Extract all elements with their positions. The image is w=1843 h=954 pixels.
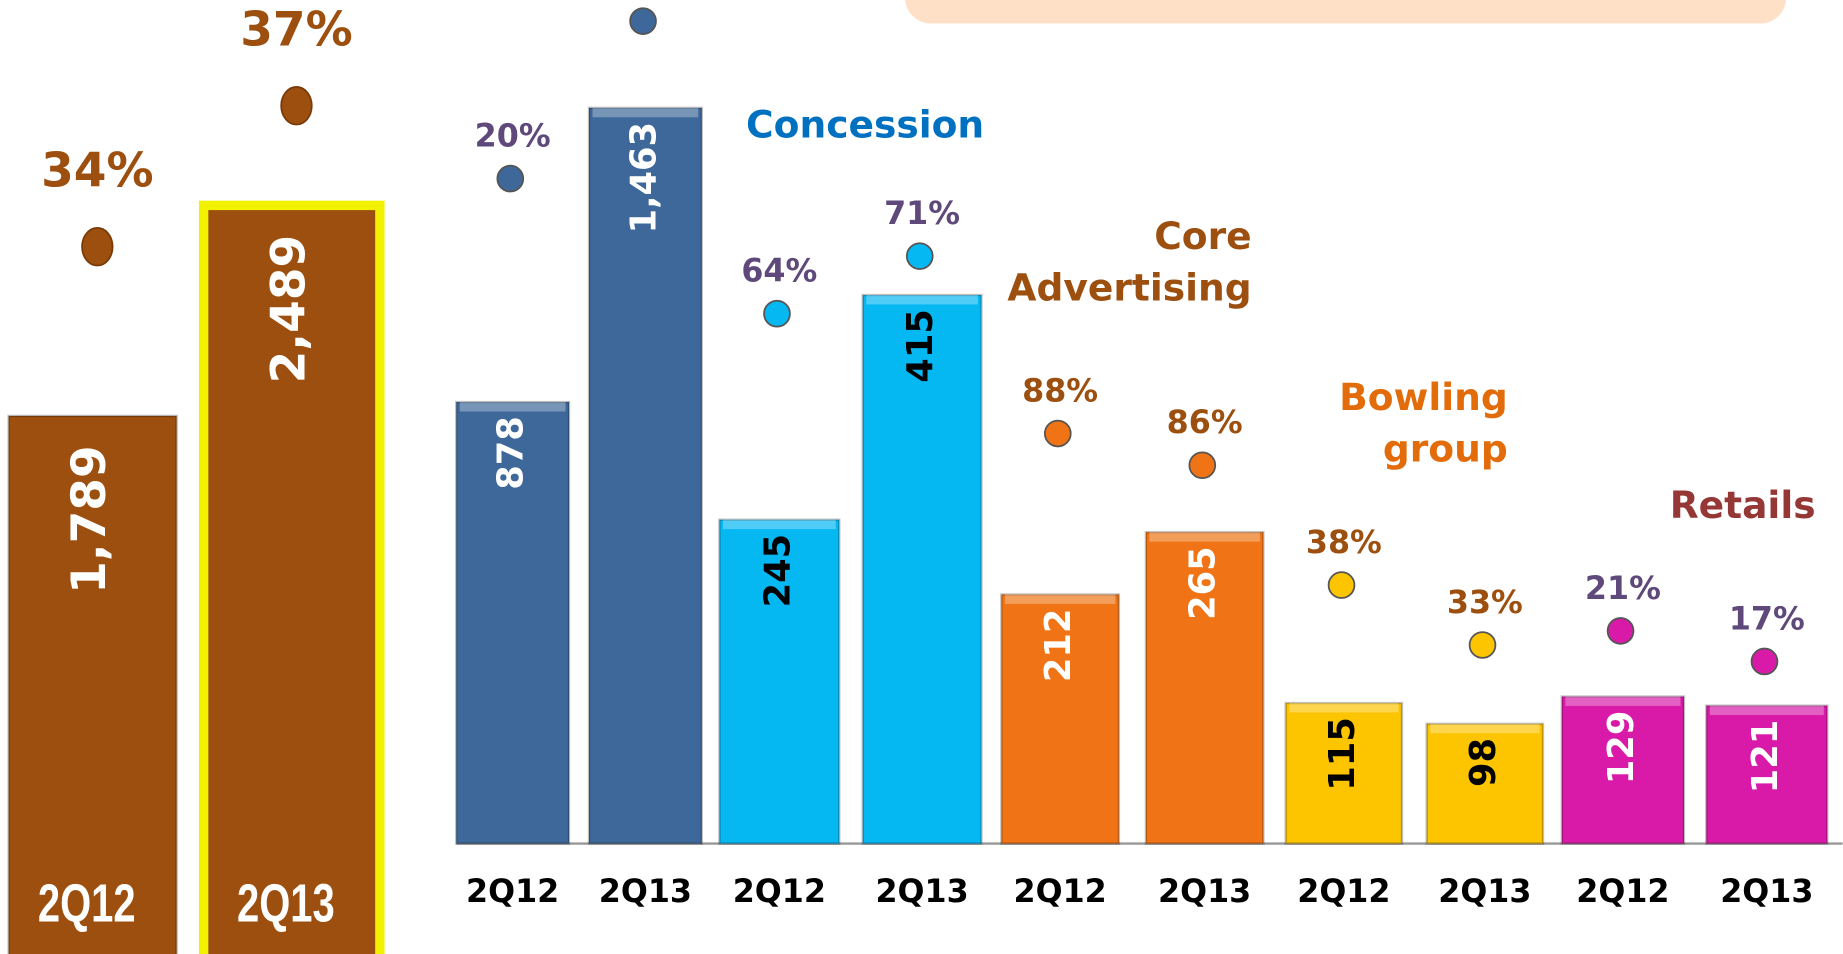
total-bar [7,414,178,954]
bar [1144,531,1265,845]
total-bar [198,200,385,954]
share-dot [629,7,657,35]
group-name: Core [1154,214,1251,258]
bar-highlight [1565,696,1681,706]
x-tick-label: 2Q13 [875,874,968,910]
bar-highlight [1430,723,1540,734]
bar [587,106,703,845]
value-label: 265 [1183,546,1224,620]
group-name: Advertising [1007,266,1251,310]
x-tick-label: 2Q13 [237,874,335,934]
value-label: 1,789 [62,445,117,594]
share-dot [1468,631,1497,659]
share-dot [496,164,525,193]
value-label: 878 [491,416,532,490]
share-label: 71% [884,196,960,232]
value-label: 129 [1601,711,1642,785]
share-label: 88% [1022,373,1098,409]
value-label: 98 [1463,738,1504,787]
bar-highlight [1709,705,1824,716]
x-tick-label: 2Q13 [1720,874,1813,910]
bar-highlight [1149,532,1260,542]
share-label: 37% [240,2,352,57]
bar-highlight [866,295,978,305]
group-name: group [1383,427,1508,471]
share-label: 38% [1306,525,1382,561]
bar [718,518,841,845]
bar [1425,722,1545,845]
share-dot [1327,571,1356,599]
bar [1705,704,1829,845]
share-dot [763,299,791,328]
share-label: 17% [1729,601,1805,637]
share-dot [1750,647,1779,676]
group-name: Retails [1670,483,1816,527]
share-label: 34% [41,143,153,198]
value-label: 415 [900,309,941,383]
value-label: 245 [757,534,798,608]
share-dot [1606,617,1635,645]
bar [1560,695,1686,845]
x-tick-label: 2Q12 [1297,874,1390,910]
share-dot [81,227,114,267]
group-name: Concession [746,102,984,146]
x-tick-label: 2Q12 [733,874,826,910]
share-dot [280,86,313,126]
value-label: 2,489 [261,235,316,384]
bar-highlight [1289,703,1399,713]
bar-highlight [592,107,699,118]
x-tick-label: 2Q13 [1158,874,1251,910]
bar [1000,593,1121,845]
bar [455,400,571,845]
share-label: 20% [475,118,551,154]
value-label: 115 [1322,717,1363,791]
share-dot [905,242,934,270]
share-label: 21% [1585,571,1661,607]
x-tick-label: 2Q12 [466,874,559,910]
share-label: 64% [741,254,817,290]
bar-highlight [459,402,566,412]
x-tick-label: 2Q13 [599,874,692,910]
x-tick-label: 2Q13 [1438,874,1531,910]
value-label: 212 [1038,609,1079,683]
banner-box [905,0,1787,24]
group-name: Bowling [1339,375,1508,419]
bar-highlight [722,519,836,530]
bar-highlight [1004,594,1116,604]
value-label: 121 [1745,720,1786,794]
share-dot [1188,451,1217,480]
share-label: 86% [1167,405,1243,441]
value-label: 1,463 [623,122,664,233]
bar [1284,701,1404,845]
share-label: 33% [1447,585,1523,621]
x-tick-label: 2Q12 [1576,874,1669,910]
share-dot [1043,419,1072,448]
bar [861,293,983,845]
x-tick-label: 2Q12 [38,874,136,934]
x-tick-label: 2Q12 [1014,874,1107,910]
